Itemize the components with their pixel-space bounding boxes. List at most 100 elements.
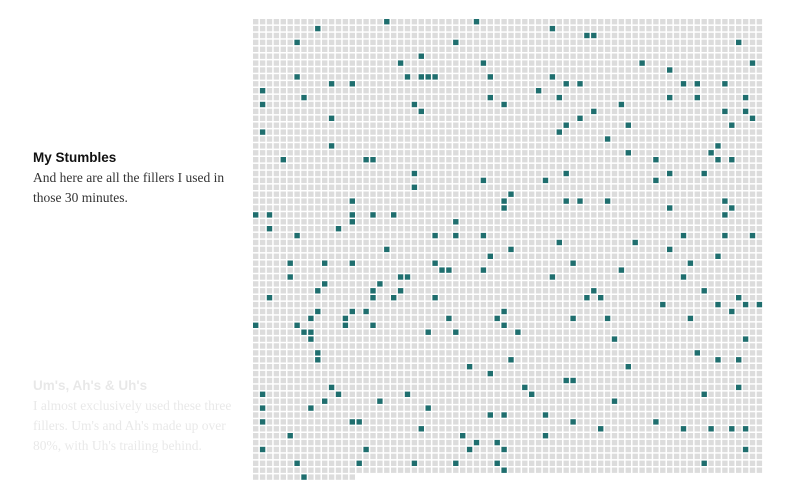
empty-cell <box>687 170 694 177</box>
empty-cell <box>667 446 673 453</box>
empty-cell <box>736 308 742 315</box>
empty-cell <box>349 391 355 397</box>
empty-cell <box>322 157 328 163</box>
empty-cell <box>653 308 659 315</box>
empty-cell <box>384 108 390 115</box>
empty-cell <box>328 232 335 239</box>
empty-cell <box>404 136 411 142</box>
empty-cell <box>453 177 459 184</box>
filler-cell <box>542 412 549 418</box>
empty-cell <box>363 419 369 425</box>
empty-cell <box>411 94 418 101</box>
empty-cell <box>729 460 735 466</box>
empty-cell <box>542 239 549 246</box>
empty-cell <box>473 281 480 287</box>
empty-cell <box>577 322 583 328</box>
empty-cell <box>549 163 556 170</box>
empty-cell <box>625 246 631 253</box>
empty-cell <box>625 329 631 335</box>
empty-cell <box>308 391 314 397</box>
empty-cell <box>301 198 307 204</box>
empty-cell <box>660 122 666 128</box>
filler-cell <box>342 315 349 322</box>
empty-cell <box>501 177 507 184</box>
empty-cell <box>715 384 721 391</box>
empty-cell <box>598 136 604 142</box>
empty-cell <box>266 364 273 370</box>
empty-cell <box>411 212 418 218</box>
empty-cell <box>577 274 583 280</box>
empty-cell <box>742 163 749 170</box>
empty-cell <box>356 322 362 328</box>
empty-cell <box>542 157 549 163</box>
empty-cell <box>466 419 473 425</box>
empty-cell <box>377 115 383 121</box>
empty-cell <box>542 439 549 446</box>
empty-cell <box>584 122 590 128</box>
empty-cell <box>708 239 714 246</box>
empty-cell <box>473 460 480 466</box>
filler-cell <box>266 226 273 232</box>
empty-cell <box>708 129 714 135</box>
empty-cell <box>604 295 611 301</box>
empty-cell <box>280 315 286 322</box>
empty-cell <box>439 315 445 322</box>
empty-cell <box>611 53 618 59</box>
empty-cell <box>301 453 307 460</box>
empty-cell <box>356 136 362 142</box>
empty-cell <box>646 219 652 225</box>
empty-cell <box>466 377 473 384</box>
empty-cell <box>301 101 307 108</box>
empty-cell <box>480 398 487 404</box>
empty-cell <box>411 177 418 184</box>
empty-cell <box>315 115 321 121</box>
empty-cell <box>453 260 459 266</box>
empty-cell <box>487 467 493 473</box>
empty-cell <box>266 239 273 246</box>
filler-cell <box>715 301 721 308</box>
empty-cell <box>618 53 625 59</box>
empty-cell <box>494 453 500 460</box>
empty-cell <box>570 67 576 73</box>
empty-cell <box>391 405 397 411</box>
empty-cell <box>673 350 680 356</box>
empty-cell <box>301 226 307 232</box>
empty-cell <box>404 295 411 301</box>
empty-cell <box>404 453 411 460</box>
empty-cell <box>646 460 652 466</box>
empty-cell <box>356 39 362 46</box>
empty-cell <box>308 412 314 418</box>
filler-cell <box>501 412 507 418</box>
empty-cell <box>370 25 376 32</box>
empty-cell <box>501 53 507 59</box>
empty-cell <box>259 398 266 404</box>
empty-cell <box>301 25 307 32</box>
empty-cell <box>611 384 618 391</box>
empty-cell <box>439 170 445 177</box>
empty-cell <box>266 281 273 287</box>
empty-cell <box>446 163 452 170</box>
empty-cell <box>756 157 763 163</box>
empty-cell <box>667 150 673 156</box>
empty-cell <box>694 163 700 170</box>
empty-cell <box>632 157 638 163</box>
empty-cell <box>418 115 424 121</box>
empty-cell <box>604 115 611 121</box>
empty-cell <box>598 191 604 197</box>
empty-cell <box>577 122 583 128</box>
empty-cell <box>708 419 714 425</box>
empty-cell <box>549 288 556 294</box>
empty-cell <box>667 32 673 39</box>
empty-cell <box>460 412 466 418</box>
empty-cell <box>287 308 293 315</box>
empty-cell <box>577 219 583 225</box>
empty-cell <box>253 81 259 87</box>
empty-cell <box>591 136 597 142</box>
empty-cell <box>604 364 611 370</box>
empty-cell <box>742 370 749 377</box>
empty-cell <box>439 25 445 32</box>
empty-cell <box>563 260 569 266</box>
empty-cell <box>480 157 487 163</box>
empty-cell <box>570 439 576 446</box>
empty-cell <box>425 267 431 273</box>
